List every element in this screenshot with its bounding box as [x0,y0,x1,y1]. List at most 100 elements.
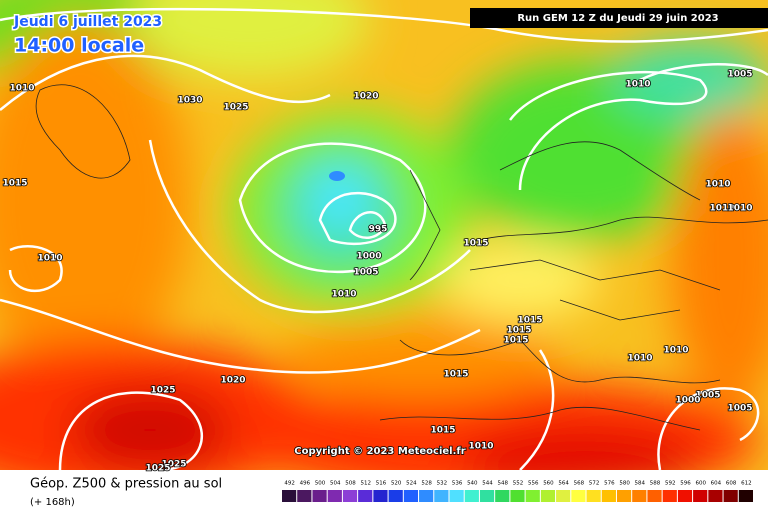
isobar-label: 1020 [220,376,245,386]
scale-label: 524 [406,481,417,487]
scale-swatch [358,490,373,502]
scale-label: 536 [452,481,463,487]
isobar-label: 1020 [353,92,378,102]
scale-label: 508 [345,481,356,487]
scale-label: 504 [330,481,341,487]
isobar-label: 1010 [468,442,493,452]
isobar-label: 1025 [161,460,186,470]
scale-label: 568 [574,481,585,487]
isobar-label: 1010 [627,354,652,364]
scale-swatch [479,490,495,502]
isobar-label: 1010 [9,84,34,94]
scale-swatch [312,490,327,502]
scale-label: 512 [360,481,371,487]
scale-label: 596 [680,481,691,487]
scale-label: 548 [498,481,509,487]
scale-swatch [388,490,403,502]
scale-swatch [556,490,571,502]
scale-swatch [738,490,753,502]
scale-label: 528 [421,481,432,487]
isobar-label: 1000 [675,396,700,406]
scale-swatch [449,490,464,502]
isobar-label: 1025 [223,103,248,113]
isobar-label: 1010 [727,204,752,214]
scale-label: 500 [315,481,326,487]
scale-label: 572 [589,481,600,487]
scale-swatch [403,490,419,502]
scale-swatch [647,490,662,502]
isobar-label: 1000 [356,252,381,262]
isobar-label: 1025 [145,464,170,474]
scale-label: 600 [695,481,706,487]
copyright: Copyright © 2023 Meteociel.fr [294,446,465,457]
run-label: Run GEM 12 Z du Jeudi 29 juin 2023 [517,13,718,24]
scale-swatch [297,490,312,502]
scale-swatch [601,490,616,502]
scale-swatch [662,490,677,502]
isobar-label: 995 [369,225,388,235]
isobar-label: 1005 [695,391,720,401]
forecast-time: 14:00 locale [14,35,144,57]
scale-swatch [677,490,693,502]
isobar-label: 1015 [517,316,542,326]
scale-swatch [723,490,738,502]
scale-label: 604 [711,481,722,487]
isobar-label: 1025 [150,386,175,396]
run-box [470,8,768,28]
isobar-label: 1015 [506,326,531,336]
scale-label: 552 [513,481,524,487]
scale-swatch [510,490,525,502]
scale-label: 564 [558,481,569,487]
isobar-label: 1010 [663,346,688,356]
scale-swatch [693,490,708,502]
scale-label: 532 [437,481,448,487]
scale-label: 576 [604,481,615,487]
scale-label: 544 [482,481,493,487]
scale-swatch [373,490,388,502]
isobar-label: 1030 [177,96,202,106]
scale-label: 496 [300,481,311,487]
forecast-date: Jeudi 6 juillet 2023 [13,14,162,30]
isobar-label: 1010 [709,204,734,214]
scale-label: 540 [467,481,478,487]
scale-swatch [342,490,358,502]
scale-swatch [708,490,723,502]
scale-swatch [540,490,556,502]
scale-swatch [495,490,510,502]
scale-swatch [327,490,342,502]
scale-label: 592 [665,481,676,487]
footer-lead: (+ 168h) [30,497,75,508]
scale-swatch [282,490,297,502]
footer-title: Géop. Z500 & pression au sol [30,477,222,492]
scale-label: 520 [391,481,402,487]
scale-label: 556 [528,481,539,487]
scale-label: 588 [650,481,661,487]
isobar-label: 1010 [705,180,730,190]
isobar-label: 1010 [625,80,650,90]
isobar-label: 1015 [430,426,455,436]
isobar-label: 1010 [331,290,356,300]
scale-label: 584 [635,481,646,487]
scale-swatch [586,490,601,502]
scale-label: 580 [619,481,630,487]
scale-label: 516 [376,481,387,487]
scale-label: 608 [726,481,737,487]
scale-label: 492 [284,481,295,487]
scale-swatch [616,490,632,502]
field [0,0,768,470]
isobar-label: 1015 [2,179,27,189]
isobar-label: 1015 [463,239,488,249]
scale-label: 612 [741,481,752,487]
isobar-label: 1005 [353,268,378,278]
isobar-label: 1015 [443,370,468,380]
scale-swatch [525,490,540,502]
scale-label: 560 [543,481,554,487]
scale-swatch [419,490,434,502]
scale-swatch [632,490,647,502]
isobar-label: 1005 [727,70,752,80]
scale-swatch [464,490,479,502]
isobar-label: 1005 [727,404,752,414]
isobar-label: 1010 [37,254,62,264]
